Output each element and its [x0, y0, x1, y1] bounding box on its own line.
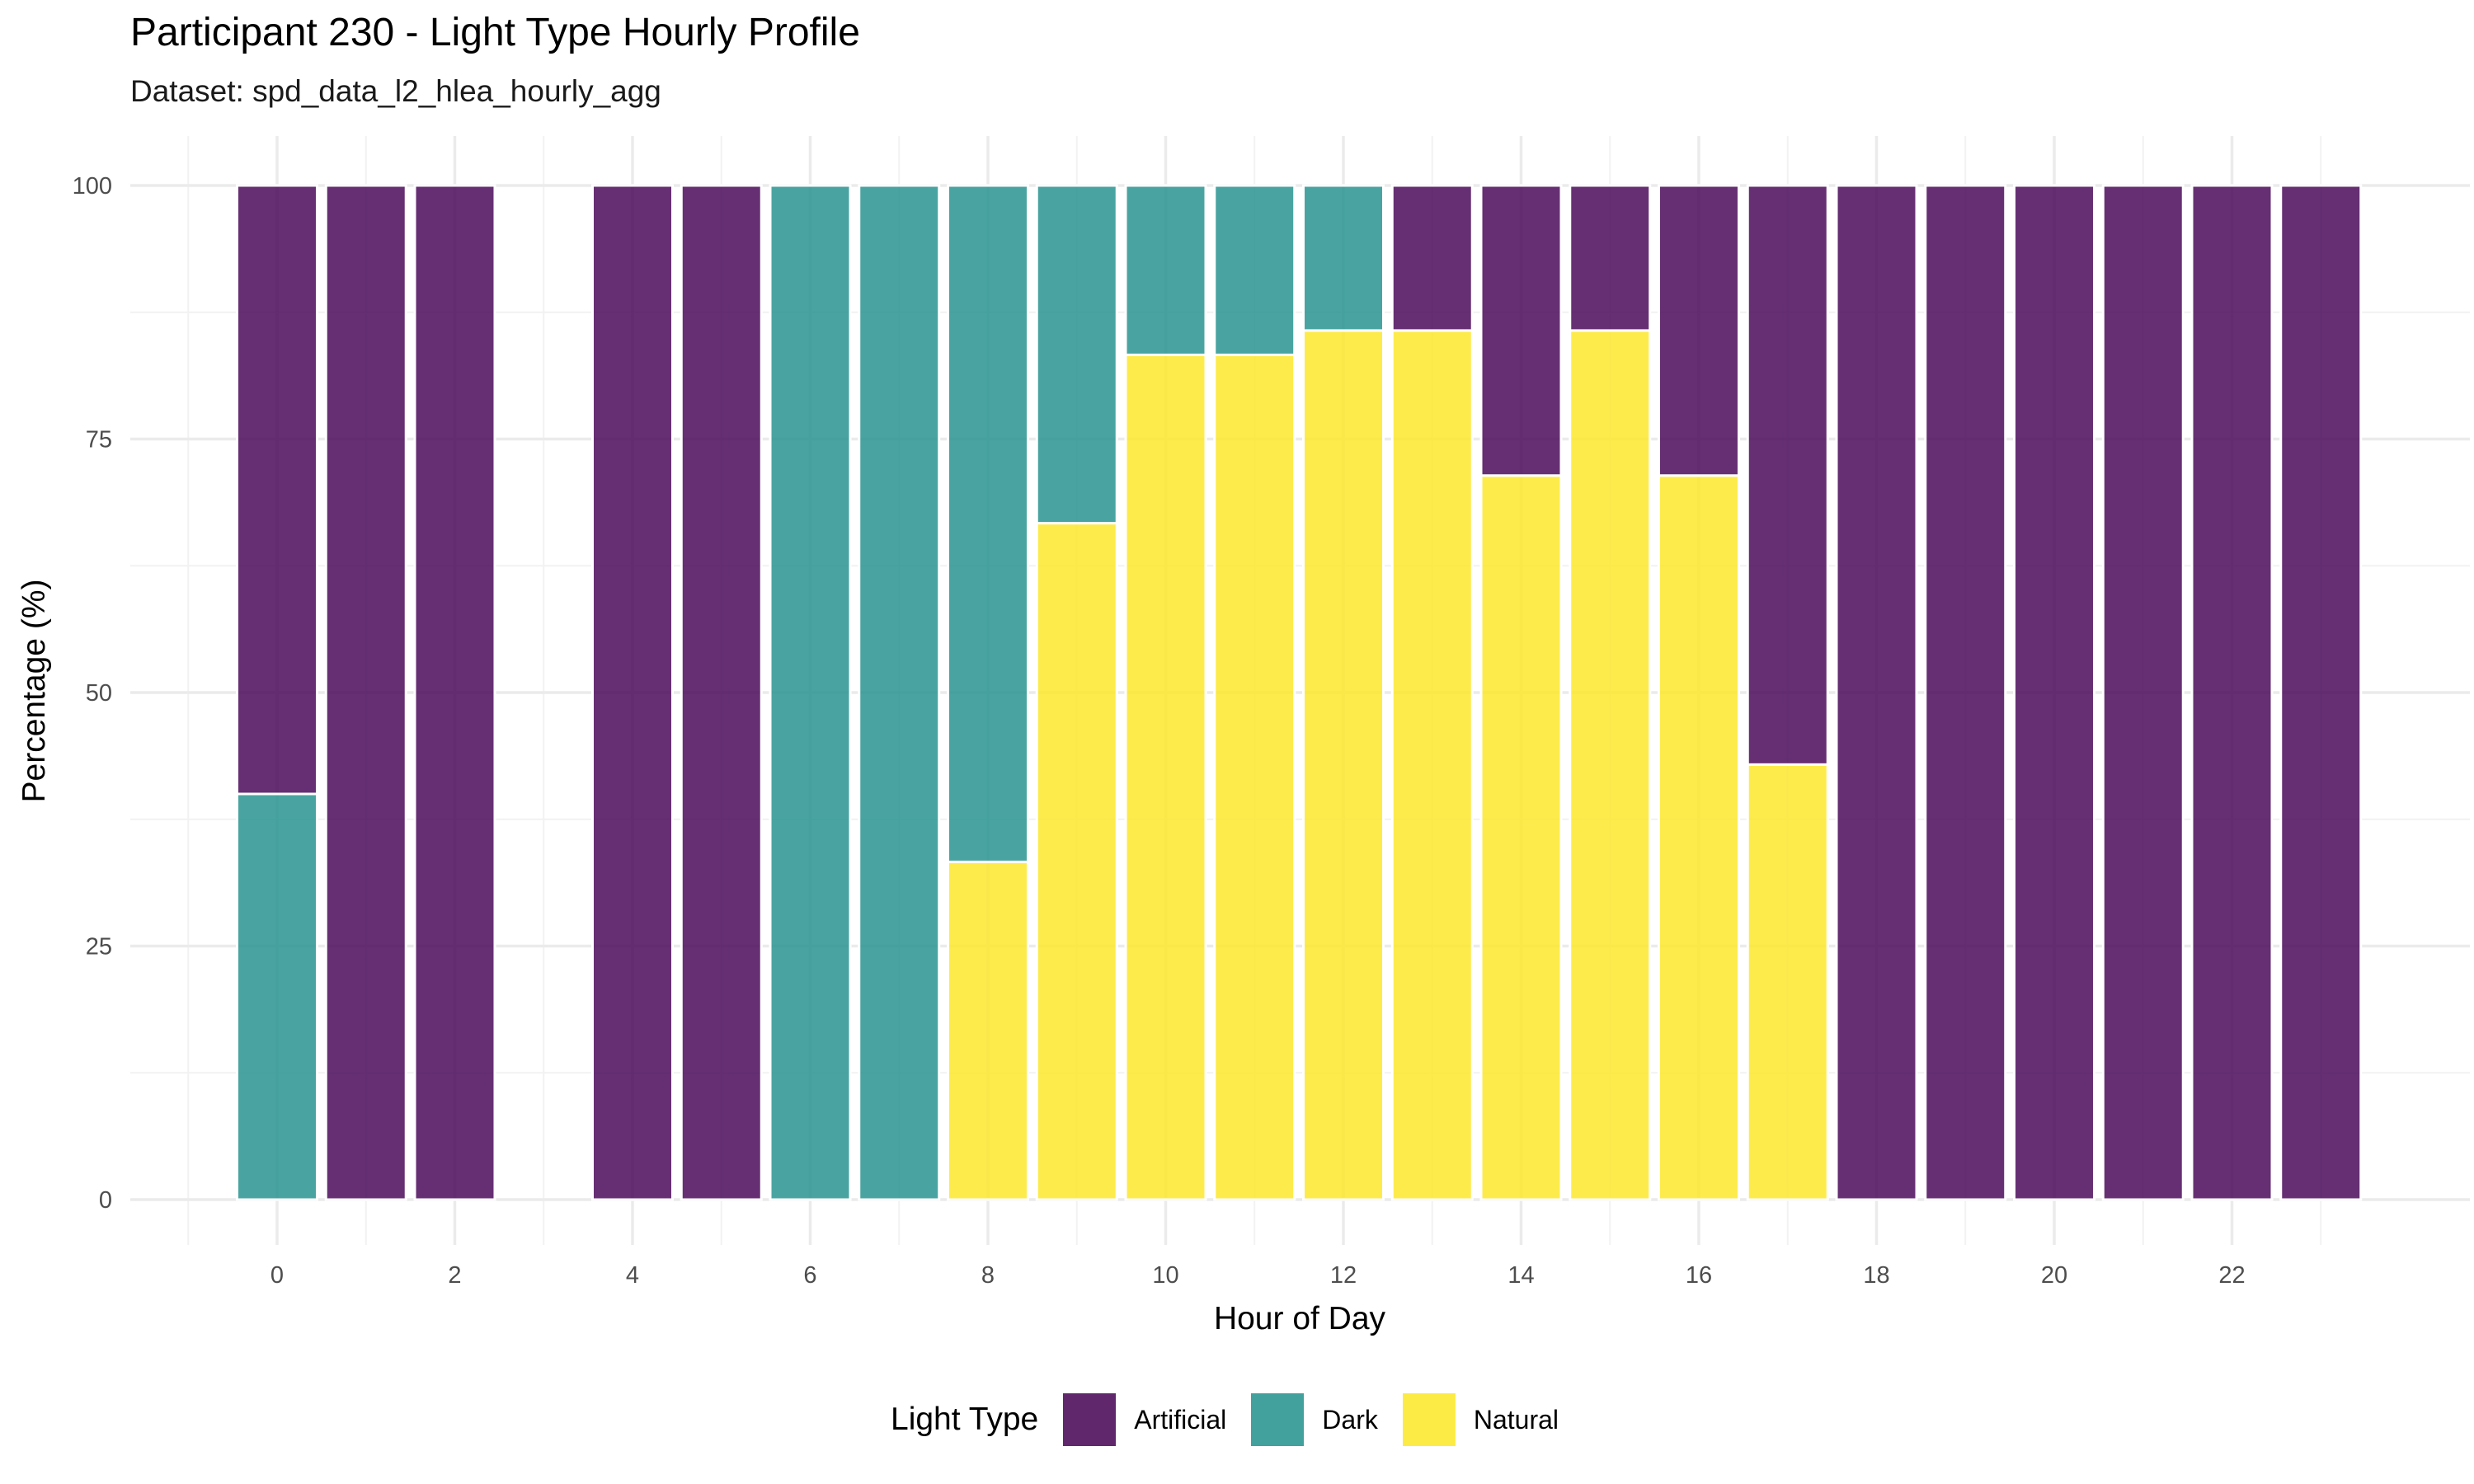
legend-label-natural: Natural: [1473, 1404, 1559, 1435]
legend-label-artificial: Artificial: [1134, 1404, 1227, 1435]
y-tick-label: 50: [86, 680, 112, 707]
legend-key-natural: [1402, 1393, 1456, 1446]
bar-dark-hour-12: [1302, 184, 1385, 332]
legend: Light Type Artificial Dark Natural: [0, 1393, 2474, 1446]
bar-artificial-hour-14: [1479, 184, 1563, 477]
x-tick-label: 0: [270, 1262, 284, 1289]
bar-artificial-hour-4: [591, 184, 674, 1201]
bar-artificial-hour-18: [1835, 184, 1918, 1201]
x-tick-label: 10: [1152, 1262, 1178, 1289]
x-tick-label: 12: [1330, 1262, 1357, 1289]
bar-artificial-hour-22: [2190, 184, 2274, 1201]
bar-natural-hour-16: [1658, 474, 1740, 1201]
bar-artificial-hour-13: [1390, 184, 1474, 332]
chart-plot: 0 2 4 6 8 10 12 14 16 18 20 22 0 25 50 75 100 Hour of Da…: [16, 136, 2470, 1336]
y-tick-label: 25: [86, 934, 112, 960]
bar-artificial-hour-20: [2013, 184, 2095, 1201]
chart-title: Participant 230 - Light Type Hourly Prof…: [130, 11, 860, 54]
bar-dark-hour-9: [1035, 184, 1118, 525]
x-tick-label: 20: [2041, 1262, 2067, 1289]
legend-title: Light Type: [891, 1402, 1039, 1437]
bar-artificial-hour-23: [2279, 184, 2363, 1201]
legend-item-natural: Natural: [1402, 1393, 1559, 1446]
bar-natural-hour-12: [1302, 329, 1385, 1201]
bar-dark-hour-11: [1213, 184, 1296, 356]
bar-natural-hour-15: [1569, 329, 1652, 1201]
bars: [236, 184, 2363, 1201]
bar-artificial-hour-0: [236, 184, 318, 796]
bar-artificial-hour-21: [2101, 184, 2185, 1201]
x-tick-label: 16: [1686, 1262, 1712, 1289]
x-tick-label: 2: [448, 1262, 461, 1289]
bar-dark-hour-8: [947, 184, 1029, 863]
legend-label-dark: Dark: [1322, 1404, 1378, 1435]
x-tick-label: 4: [626, 1262, 639, 1289]
bar-natural-hour-10: [1124, 353, 1207, 1201]
bar-artificial-hour-19: [1924, 184, 2007, 1201]
bar-artificial-hour-17: [1746, 184, 1829, 766]
bar-natural-hour-14: [1479, 474, 1563, 1201]
y-tick-label: 75: [86, 427, 112, 453]
x-tick-label: 18: [1863, 1262, 1889, 1289]
x-axis-title: Hour of Day: [1214, 1301, 1386, 1336]
bar-artificial-hour-16: [1658, 184, 1740, 477]
bar-natural-hour-13: [1390, 329, 1474, 1201]
axes: 0 2 4 6 8 10 12 14 16 18 20 22 0 25 50 75 100: [73, 173, 2246, 1289]
bar-artificial-hour-2: [413, 184, 496, 1201]
y-axis-title: Percentage (%): [16, 580, 52, 803]
bar-artificial-hour-15: [1569, 184, 1652, 332]
bar-artificial-hour-1: [324, 184, 407, 1201]
y-tick-label: 100: [73, 173, 112, 200]
x-tick-label: 14: [1507, 1262, 1534, 1289]
bar-natural-hour-11: [1213, 353, 1296, 1201]
bar-natural-hour-17: [1746, 763, 1829, 1201]
bar-dark-hour-0: [236, 792, 318, 1201]
x-tick-label: 6: [803, 1262, 816, 1289]
bar-artificial-hour-5: [680, 184, 763, 1201]
legend-item-artificial: Artificial: [1063, 1393, 1226, 1446]
bar-natural-hour-8: [947, 860, 1029, 1201]
bar-natural-hour-9: [1035, 522, 1118, 1201]
bar-dark-hour-7: [858, 184, 941, 1201]
legend-key-artificial: [1063, 1393, 1117, 1446]
chart-subtitle: Dataset: spd_data_l2_hlea_hourly_agg: [130, 74, 661, 108]
bar-dark-hour-10: [1124, 184, 1207, 356]
legend-key-dark: [1251, 1393, 1305, 1446]
y-tick-label: 0: [99, 1187, 112, 1214]
x-tick-label: 22: [2218, 1262, 2245, 1289]
x-tick-label: 8: [981, 1262, 995, 1289]
bar-dark-hour-6: [769, 184, 852, 1201]
legend-item-dark: Dark: [1251, 1393, 1378, 1446]
